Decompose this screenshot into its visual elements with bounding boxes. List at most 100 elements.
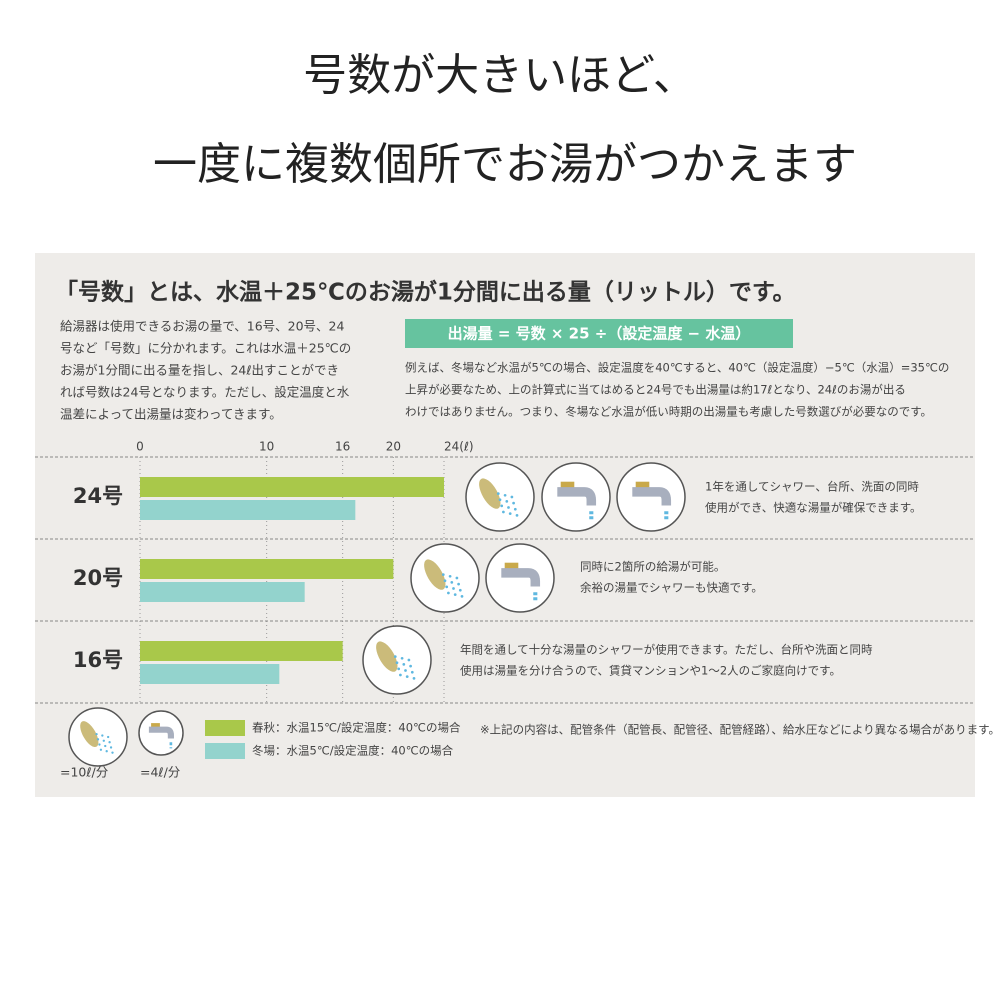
icon-circle [485,543,555,613]
water-drop [106,735,110,739]
shower-icon [362,625,432,695]
shower-icon [68,707,128,767]
icon-circle [541,462,611,532]
water-drop [460,595,464,598]
example-line: わけではありません。つまり、冬場など水温が低い時期の出湯量も考慮した号数選びが必… [405,405,932,419]
intro-line: 号など「号数」に分かれます。これは水温＋25℃の [60,341,351,356]
faucet-icon [138,710,184,756]
shower-icon [465,462,535,532]
water-drop [508,512,512,516]
bar [140,500,356,520]
water-drop [513,507,517,511]
water-drop [450,581,454,584]
faucet-handle [635,481,650,492]
bar [140,477,444,497]
row-label: 16号 [73,648,123,672]
shower-head [424,559,446,590]
faucet-handle [560,481,575,492]
water-drop [395,661,399,665]
water-drop [452,587,455,590]
water-drop [108,741,111,744]
x-tick-label: 16 [335,440,350,454]
water-drop [447,591,450,595]
water-drop [441,573,445,576]
x-tick-label: 10 [259,440,274,454]
icon-circle [362,625,432,695]
water-drop [457,582,460,586]
shower-icon [410,543,480,613]
icon-legend-label: =4ℓ/分 [140,765,180,780]
water-drop [96,738,100,741]
icon-legend-label: =10ℓ/分 [60,765,108,780]
bar [140,664,280,684]
water-drop [393,655,397,658]
formula: 出湯量 = 号数 × 25 ÷（設定温度 − 水温） [448,325,751,343]
faucet-pipe [632,487,672,506]
water-drop [500,504,504,508]
intro-line: れば号数は24号となります。ただし、設定温度と水 [60,385,350,400]
row-note: 余裕の湯量でシャワーも快適です。 [580,581,763,595]
faucet-handle [504,562,519,573]
icon-circle [616,462,686,532]
water-drop [104,744,107,748]
faucet-icon [485,543,555,613]
shower-head [80,721,99,748]
faucet-icon [541,462,611,532]
water-drop [458,588,462,592]
bar [140,641,343,661]
water-drop [507,506,510,509]
water-drop [95,732,98,736]
row-note: 1年を通してシャワー、台所、洗面の同時 [705,480,919,494]
faucet-icon [616,462,686,532]
legend-swatch [205,743,245,759]
row-label: 20号 [73,566,123,590]
title-line: 一度に複数個所でお湯がつかえます [153,139,857,190]
water-drop [512,501,515,505]
water-drop [102,739,105,742]
example-line: 例えば、冬場など水温が5℃の場合、設定温度を40℃すると、40℃（設定温度）−5… [405,361,949,375]
x-tick-label: 20 [386,440,401,454]
row-note: 年間を通して十分な湯量のシャワーが使用できます。ただし、台所や洗面と同時 [460,643,873,657]
water-drop [496,492,500,495]
row-note: 同時に2箇所の給湯が可能。 [580,560,725,574]
x-tick-label: 0 [136,440,144,454]
water-drop [397,667,401,671]
water-drop [412,677,416,680]
icon-circle [465,462,535,532]
water-drop [402,663,406,666]
title-line: 号数が大きいほど、 [303,50,697,101]
water-drop [515,514,519,517]
bar [140,582,305,602]
intro-line: 給湯器は使用できるお湯の量で、16号、20号、24 [60,319,345,334]
formula-box [405,319,793,348]
intro-line: お湯が1分間に出る量を指し、24ℓ出すことができ [60,363,339,378]
water-drop [498,498,502,502]
faucet-handle [151,723,160,730]
icon-circle [410,543,480,613]
water-drop [400,656,404,660]
x-tick-label: 24(ℓ) [444,440,474,454]
icon-circle [68,707,128,767]
water-drop [503,493,507,497]
water-drop [409,664,412,668]
water-drop [502,510,505,514]
legend-label: 春秋：水温15℃/設定温度：40℃の場合 [252,721,461,735]
water-drop [505,500,509,503]
water-drop [445,585,449,589]
faucet-pipe [501,568,541,587]
water-drop [111,751,114,754]
water-drop [98,743,101,746]
intro-line: 温差によって出湯量は変わってきます。 [60,407,282,422]
faucet-pipe [148,726,174,739]
water-drop [109,746,113,749]
water-drop [453,593,457,597]
water-drop [410,670,414,674]
water-drop [404,669,407,672]
bar [140,559,394,579]
shower-head [479,478,501,509]
water-drop [405,675,409,679]
water-drop [443,579,447,583]
faucet-pipe [557,487,597,506]
icon-circle [138,710,184,756]
